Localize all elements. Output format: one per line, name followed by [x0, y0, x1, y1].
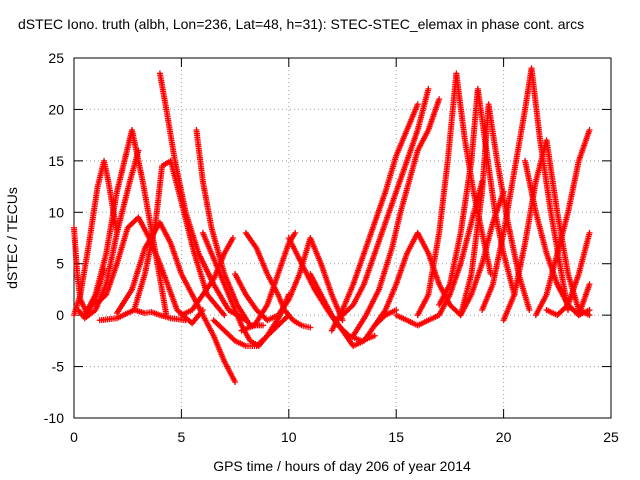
y-tick-label: -5	[52, 359, 65, 375]
data-point	[339, 317, 346, 324]
y-tick-label: 5	[56, 256, 64, 272]
series-arc-9	[156, 70, 249, 324]
data-point	[414, 101, 421, 108]
data-point	[221, 312, 228, 319]
data-point	[393, 307, 400, 313]
series-arc-10	[193, 127, 267, 329]
chart-title: dSTEC Iono. truth (albh, Lon=236, Lat=48…	[18, 16, 584, 32]
data-point	[371, 332, 378, 339]
series-arc-16	[238, 229, 299, 334]
data-marker	[230, 336, 237, 343]
data-point	[229, 235, 236, 241]
y-tick-label: 0	[56, 307, 64, 323]
x-tick-label: 5	[178, 429, 186, 445]
data-series	[71, 65, 593, 385]
data-point	[436, 96, 443, 103]
y-tick-label: 25	[48, 50, 64, 66]
data-point	[260, 322, 267, 329]
y-tick-label: 20	[48, 101, 64, 117]
y-axis-label: dSTEC / TECUs	[4, 187, 20, 289]
data-point	[292, 229, 299, 236]
series-arc-21	[350, 96, 443, 339]
data-point	[307, 324, 314, 331]
x-axis-label: GPS time / hours of day 206 of year 2014	[213, 458, 471, 474]
series-arc-19	[328, 101, 421, 334]
series-arc-2	[71, 157, 120, 319]
y-tick-label: 15	[48, 153, 64, 169]
x-tick-label: 10	[281, 429, 297, 445]
data-point	[425, 85, 432, 92]
series-arc-11	[178, 235, 236, 319]
data-marker	[348, 303, 355, 310]
data-point	[182, 317, 189, 324]
y-tick-label: 10	[48, 204, 64, 220]
series-arc-20	[339, 85, 432, 319]
y-tick-label: -10	[44, 410, 64, 426]
data-point	[232, 379, 239, 385]
x-tick-label: 20	[496, 429, 512, 445]
series-arc-7	[113, 219, 239, 385]
axis-ticks: 0 5 10 15 20 25 -10 -5 0 5 10 15 20 25	[44, 50, 619, 445]
x-tick-label: 0	[70, 429, 78, 445]
x-tick-label: 15	[388, 429, 404, 445]
series-arc-6	[96, 307, 189, 324]
x-tick-label: 25	[603, 429, 619, 445]
